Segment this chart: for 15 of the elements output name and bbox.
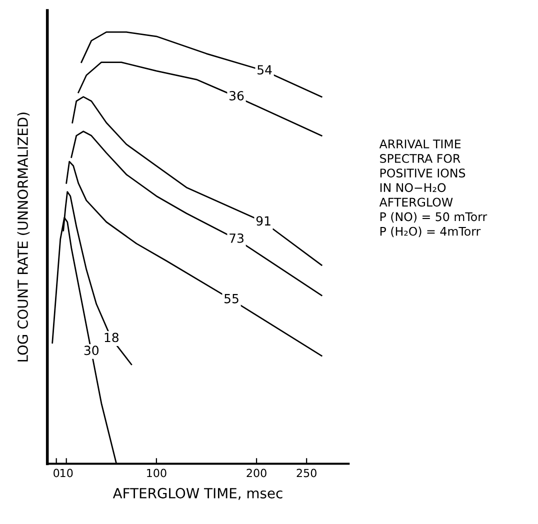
series-label: 18 <box>104 332 118 342</box>
series-label: 73 <box>230 233 244 243</box>
series-label: 91 <box>256 216 270 226</box>
series-label: 30 <box>84 346 99 356</box>
series-label: 55 <box>224 294 238 304</box>
series-label: 36 <box>230 90 244 100</box>
x-tick-label: 0 <box>54 468 60 478</box>
x-tick-label: 200 <box>246 468 266 478</box>
x-tick-label: 250 <box>296 468 316 478</box>
text: ARRIVAL TIME SPECTRA FOR POSITIVE IONS IN NO−H₂O AFTERGLOW P (NO) = 50 mTorr P (H₂O) = 4mTorr <box>379 140 488 238</box>
series-label: 54 <box>258 65 272 75</box>
y-axis-title: LOG COUNT RATE (UNNORMALIZED) <box>17 112 30 362</box>
x-tick-label: 10 <box>60 468 73 478</box>
x-axis-title: AFTERGLOW TIME, msec <box>112 488 282 500</box>
x-tick-label: 100 <box>147 468 166 478</box>
